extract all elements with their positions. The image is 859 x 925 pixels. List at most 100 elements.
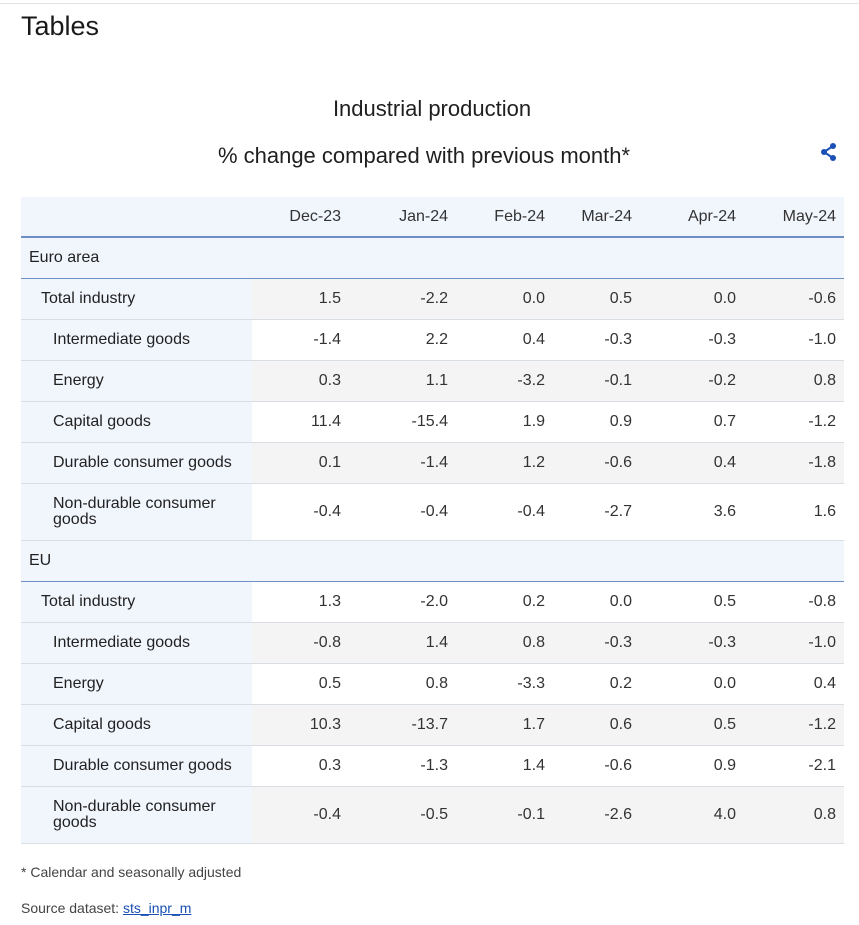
value-cell: 0.7 bbox=[640, 401, 744, 443]
table-row: Durable consumer goods 0.3 -1.3 1.4 -0.6 0.9-… bbox=[21, 745, 844, 787]
value-cell: -0.3 bbox=[640, 622, 744, 664]
value-cell: -2.0 bbox=[349, 581, 456, 623]
value-cell: -1.0 bbox=[744, 319, 844, 361]
value-cell: 1.4 bbox=[349, 622, 456, 664]
value-cell: 0.1 bbox=[252, 442, 349, 484]
header-label-cell bbox=[21, 197, 252, 238]
value-cell: 0.8 bbox=[456, 622, 553, 664]
value-cell: 0.0 bbox=[640, 278, 744, 320]
header-row: Dec-23 Jan-24 Feb-24 Mar-24 Apr-24 May-2… bbox=[21, 197, 844, 238]
group-row: EU bbox=[21, 540, 844, 582]
value-cell: -0.5 bbox=[349, 786, 456, 844]
value-cell: -0.4 bbox=[252, 483, 349, 541]
row-label: Total industry bbox=[21, 278, 252, 320]
group-row: Euro area bbox=[21, 237, 844, 279]
page-title: Tables bbox=[21, 11, 100, 41]
top-divider bbox=[0, 3, 859, 4]
value-cell: 0.2 bbox=[553, 663, 640, 705]
column-header: Dec-23 bbox=[252, 197, 349, 238]
value-cell: -2.7 bbox=[553, 483, 640, 541]
value-cell: -0.6 bbox=[553, 745, 640, 787]
value-cell: 0.8 bbox=[744, 360, 844, 402]
row-label: Durable consumer goods bbox=[21, 745, 252, 787]
source-label: Source dataset: bbox=[21, 900, 123, 916]
table-title: Industrial production bbox=[332, 96, 532, 121]
value-cell: -0.2 bbox=[640, 360, 744, 402]
data-table: Dec-23 Jan-24 Feb-24 Mar-24 Apr-24 May-2… bbox=[21, 197, 844, 844]
value-cell: -3.3 bbox=[456, 663, 553, 705]
source-dataset-link[interactable]: sts_inpr_m bbox=[122, 900, 192, 916]
column-header: Apr-24 bbox=[640, 197, 744, 238]
column-header: Mar-24 bbox=[553, 197, 640, 238]
value-cell: -1.8 bbox=[744, 442, 844, 484]
value-cell: 0.4 bbox=[640, 442, 744, 484]
value-cell: 0.3 bbox=[252, 360, 349, 402]
value-cell: 0.0 bbox=[456, 278, 553, 320]
value-cell: 1.7 bbox=[456, 704, 553, 746]
value-cell: -0.4 bbox=[252, 786, 349, 844]
value-cell: 3.6 bbox=[640, 483, 744, 541]
table-row: Non-durable consumer goods -0.4 -0.4 -0.4 -2… bbox=[21, 483, 844, 541]
value-cell: 1.5 bbox=[252, 278, 349, 320]
value-cell: -0.6 bbox=[553, 442, 640, 484]
value-cell: -0.1 bbox=[456, 786, 553, 844]
table-row: Energy 0.5 0.8 -3.3 0.2 0.0 0.4 bbox=[21, 663, 844, 705]
value-cell: 1.1 bbox=[349, 360, 456, 402]
value-cell: 0.4 bbox=[456, 319, 553, 361]
value-cell: -0.4 bbox=[349, 483, 456, 541]
footnote: * Calendar and seasonally adjusted bbox=[21, 864, 242, 880]
value-cell: 1.9 bbox=[456, 401, 553, 443]
row-label: Capital goods bbox=[21, 401, 252, 443]
row-label: Intermediate goods bbox=[21, 319, 252, 361]
value-cell: 1.3 bbox=[252, 581, 349, 623]
table-row: Capital goods 11.4 -15.4 1.9 0.9 0.7 -1.2 bbox=[21, 401, 844, 443]
value-cell: 0.9 bbox=[640, 745, 744, 787]
value-cell: 1.2 bbox=[456, 442, 553, 484]
table-row: Durable consumer goods 0.1 -1.4 1.2 -0.6 0.4-… bbox=[21, 442, 844, 484]
value-cell: 0.9 bbox=[553, 401, 640, 443]
table-row: Total industry 1.3 -2.0 0.2 0.0 0.5 -0.8 bbox=[21, 581, 844, 623]
value-cell: 2.2 bbox=[349, 319, 456, 361]
value-cell: -0.6 bbox=[744, 278, 844, 320]
value-cell: -1.2 bbox=[744, 401, 844, 443]
value-cell: 0.8 bbox=[349, 663, 456, 705]
value-cell: -3.2 bbox=[456, 360, 553, 402]
value-cell: -2.1 bbox=[744, 745, 844, 787]
value-cell: 0.8 bbox=[744, 786, 844, 844]
value-cell: -1.2 bbox=[744, 704, 844, 746]
value-cell: -2.6 bbox=[553, 786, 640, 844]
row-label: Non-durable consumer goods bbox=[21, 786, 252, 844]
table-row: Intermediate goods -1.4 2.2 0.4 -0.3 -0.3 -1.0 bbox=[21, 319, 844, 361]
value-cell: 1.4 bbox=[456, 745, 553, 787]
row-label: Non-durable consumer goods bbox=[21, 483, 252, 541]
value-cell: -0.8 bbox=[744, 581, 844, 623]
source-dataset: Source dataset: sts_inpr_m bbox=[21, 900, 191, 916]
row-label: Energy bbox=[21, 663, 252, 705]
value-cell: -1.4 bbox=[252, 319, 349, 361]
share-icon bbox=[821, 143, 836, 161]
table-row: Capital goods 10.3 -13.7 1.7 0.6 0.5 -1.2 bbox=[21, 704, 844, 746]
value-cell: 4.0 bbox=[640, 786, 744, 844]
table-row: Energy 0.3 1.1 -3.2 -0.1 -0.2 0.8 bbox=[21, 360, 844, 402]
value-cell: 0.4 bbox=[744, 663, 844, 705]
column-header: Jan-24 bbox=[349, 197, 456, 238]
value-cell: 0.3 bbox=[252, 745, 349, 787]
value-cell: 1.6 bbox=[744, 483, 844, 541]
value-cell: -15.4 bbox=[349, 401, 456, 443]
table-row: Non-durable consumer goods -0.4 -0.5 -0.1 -2… bbox=[21, 786, 844, 844]
value-cell: -0.3 bbox=[553, 622, 640, 664]
row-label: Total industry bbox=[21, 581, 252, 623]
value-cell: 0.0 bbox=[553, 581, 640, 623]
value-cell: 0.5 bbox=[640, 581, 744, 623]
share-button[interactable] bbox=[819, 142, 839, 162]
row-label: Durable consumer goods bbox=[21, 442, 252, 484]
value-cell: 0.0 bbox=[640, 663, 744, 705]
value-cell: 10.3 bbox=[252, 704, 349, 746]
table-row: Total industry 1.5 -2.2 0.0 0.5 0.0 -0.6 bbox=[21, 278, 844, 320]
table-subtitle: % change compared with previous month* bbox=[217, 143, 631, 168]
value-cell: -1.0 bbox=[744, 622, 844, 664]
column-header: May-24 bbox=[744, 197, 844, 238]
group-label: Euro area bbox=[21, 237, 844, 279]
row-label: Intermediate goods bbox=[21, 622, 252, 664]
table-row: Intermediate goods -0.8 1.4 0.8 -0.3 -0.3 -1.0 bbox=[21, 622, 844, 664]
